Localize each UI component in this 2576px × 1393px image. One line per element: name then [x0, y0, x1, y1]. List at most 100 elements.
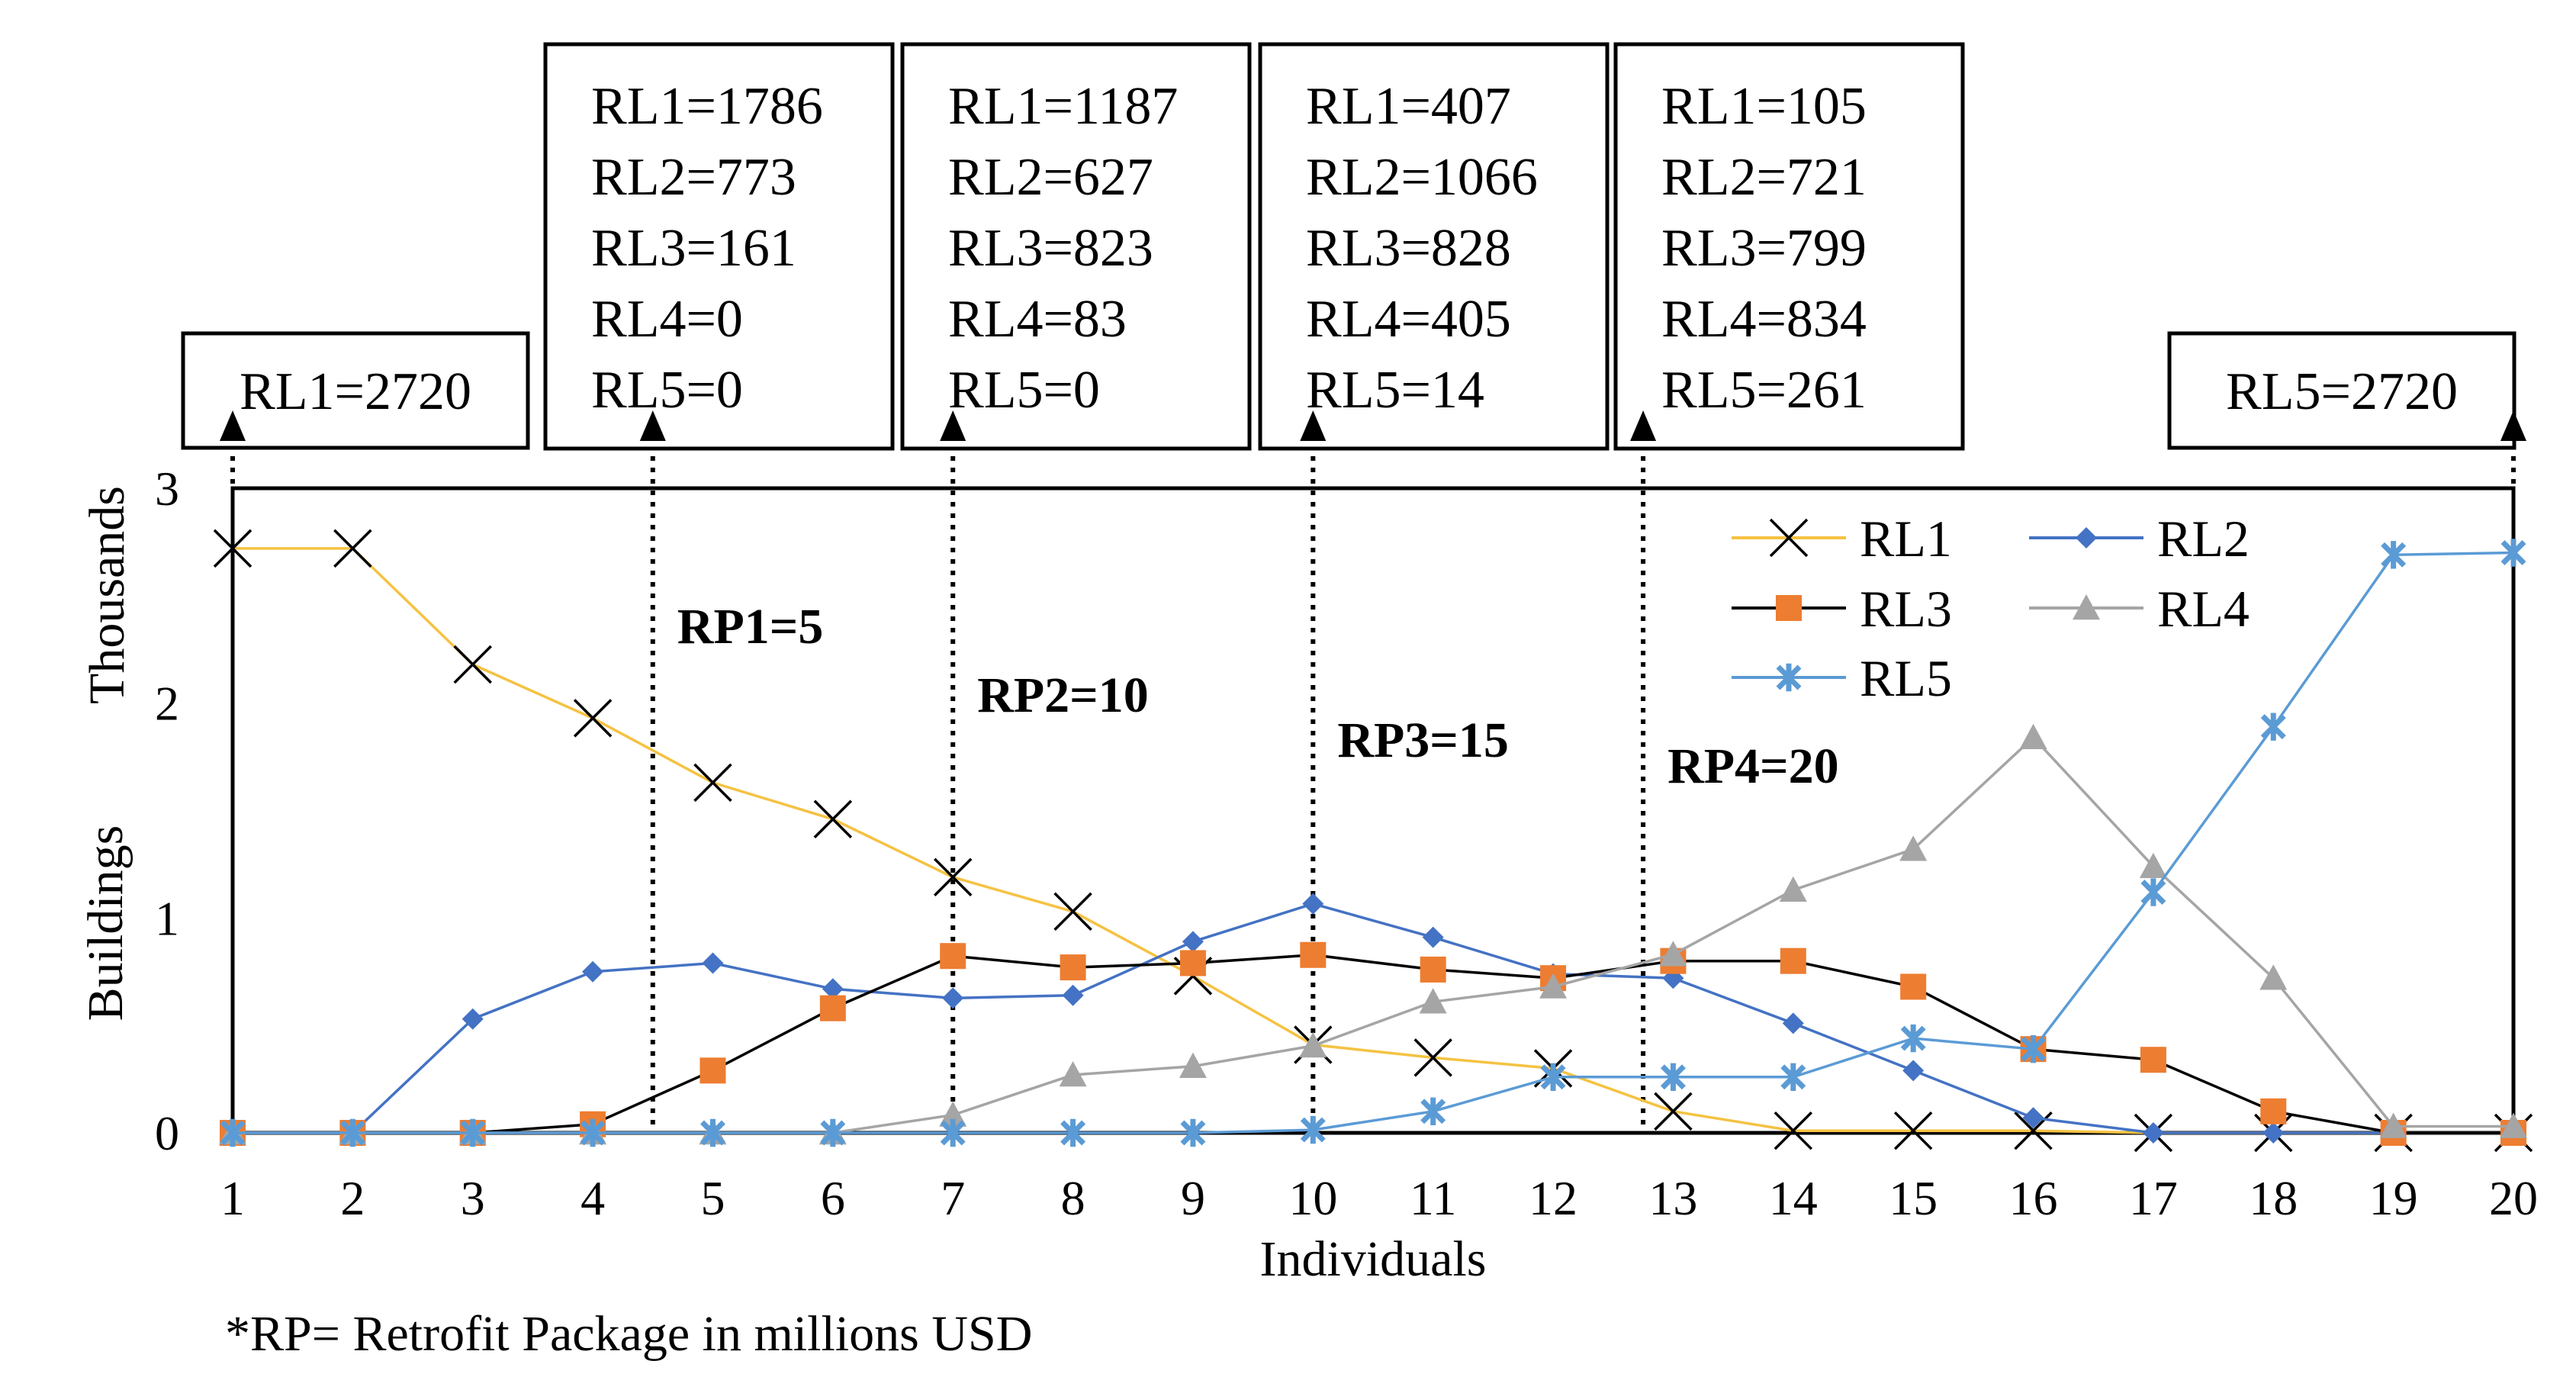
annotation-text: RL3=161	[591, 219, 796, 278]
x-tick-label: 5	[700, 1171, 725, 1225]
footnote: *RP= Retrofit Package in millions USD	[225, 1306, 1032, 1362]
data-point-rl4	[1539, 973, 1568, 999]
annotation-text: RL5=0	[591, 361, 743, 420]
data-point-rl2	[1782, 1012, 1804, 1034]
data-point-rl3	[2140, 1047, 2166, 1073]
data-point-rl3	[1900, 973, 1927, 1000]
data-point-rl5	[580, 1118, 606, 1147]
data-point-rl2	[1422, 926, 1444, 948]
data-point-rl5	[1660, 1063, 1686, 1091]
y-axis-unit: Thousands	[79, 486, 135, 704]
data-point-rl2	[1062, 984, 1084, 1006]
annotation-box: RL5=2720	[2167, 331, 2517, 450]
annotation-box-frame	[1258, 42, 1610, 451]
annotation-text: RL4=834	[1661, 290, 1867, 349]
y-tick-label: 3	[155, 462, 179, 516]
legend-item-rl3: RL3	[1732, 580, 1952, 638]
data-point-rl2	[822, 978, 844, 1000]
data-point-rl5	[1780, 1063, 1806, 1091]
data-point-rl5	[2021, 1034, 2047, 1063]
plot-frame	[230, 486, 2516, 1135]
data-point-rl5	[940, 1118, 966, 1147]
legend-marker	[2076, 527, 2097, 549]
series-line-rl1	[233, 547, 2513, 1134]
data-point-rl2	[2022, 1107, 2044, 1129]
y-tick-label: 2	[155, 677, 179, 731]
x-tick-label: 3	[461, 1171, 485, 1225]
annotation-box-frame	[900, 42, 1252, 451]
legend-item-rl2: RL2	[2029, 510, 2250, 568]
x-tick-label: 12	[1529, 1171, 1577, 1225]
data-point-rl2	[2262, 1122, 2285, 1144]
x-tick-label: 20	[2489, 1171, 2538, 1225]
annotation-text: RL3=799	[1661, 219, 1867, 278]
data-point-rl1	[1413, 1038, 1452, 1077]
legend-marker	[1776, 663, 1802, 692]
x-tick-label: 16	[2009, 1171, 2058, 1225]
data-point-rl3	[1060, 954, 1086, 981]
data-point-rl5	[2500, 539, 2526, 567]
annotation-text: RL5=261	[1661, 361, 1867, 420]
data-point-rl1	[1654, 1092, 1693, 1131]
arrow-head	[639, 410, 666, 441]
annotation-text: RL1=407	[1306, 77, 1511, 136]
data-point-rl1	[573, 699, 613, 738]
data-point-rl4	[1779, 876, 1807, 902]
series-rl3	[220, 941, 2526, 1146]
x-tick-label: 4	[580, 1171, 605, 1225]
annotation-text: RL5=2720	[2226, 362, 2458, 421]
data-point-rl5	[1900, 1024, 1926, 1053]
data-point-rl4	[1899, 835, 1928, 861]
data-point-rl1	[933, 857, 973, 897]
data-point-rl2	[942, 987, 964, 1009]
data-point-rl2	[582, 960, 604, 983]
data-point-rl5	[2260, 713, 2286, 741]
x-tick-label: 8	[1061, 1171, 1085, 1225]
data-point-rl4	[2379, 1112, 2407, 1138]
legend-item-rl4: RL4	[2029, 580, 2250, 638]
legend-marker	[1769, 518, 1809, 558]
data-point-rl3	[1179, 950, 1206, 976]
x-tick-label: 13	[1648, 1171, 1697, 1225]
series-rl2	[222, 893, 2524, 1144]
annotation-text: RL1=1786	[591, 77, 823, 136]
data-point-rl4	[1179, 1052, 1207, 1078]
x-tick-label: 1	[220, 1171, 245, 1225]
series-line-rl5	[233, 551, 2514, 1134]
data-point-rl3	[699, 1057, 726, 1084]
annotation-box: RL1=407 RL2=1066 RL3=828 RL4=405 RL5=14	[1258, 42, 1610, 451]
annotation-text: RL1=2720	[240, 362, 471, 421]
annotation-box-frame	[181, 331, 530, 450]
x-tick-label: 14	[1769, 1171, 1818, 1225]
data-point-rl1	[1053, 892, 1092, 931]
legend-label: RL2	[2157, 510, 2250, 568]
annotation-text: RL1=1187	[948, 77, 1178, 136]
data-point-rl2	[1182, 931, 1204, 953]
legend-label: RL4	[2157, 580, 2250, 638]
x-tick-label: 7	[941, 1171, 965, 1225]
data-point-rl3	[1420, 956, 1446, 983]
data-point-rl4	[1299, 1031, 1327, 1058]
data-point-rl1	[453, 645, 492, 684]
data-point-rl3	[2260, 1098, 2287, 1124]
data-point-rl3	[940, 943, 966, 970]
annotation-box: RL1=105 RL2=721 RL3=799 RL4=834 RL5=261	[1613, 42, 1965, 451]
series-line-rl2	[233, 902, 2513, 1134]
retrofit-package-label: RP4=20	[1667, 738, 1839, 794]
annotation-text: RL4=83	[948, 290, 1127, 349]
x-tick-label: 15	[1889, 1171, 1938, 1225]
data-point-rl5	[1300, 1115, 1326, 1144]
series-rl4	[219, 723, 2527, 1145]
data-point-rl2	[1902, 1060, 1925, 1082]
annotation-text: RL4=0	[591, 290, 743, 349]
series-line-rl4	[233, 735, 2513, 1134]
annotation-text: RL2=627	[948, 148, 1153, 207]
annotation-text: RL2=773	[591, 148, 796, 207]
data-point-rl5	[1180, 1118, 1206, 1147]
x-tick-label: 11	[1410, 1171, 1457, 1225]
data-point-rl2	[702, 952, 724, 974]
data-point-rl1	[1774, 1111, 1813, 1150]
retrofit-package-label: RP3=15	[1337, 713, 1509, 768]
x-tick-label: 19	[2369, 1171, 2418, 1225]
x-tick-label: 2	[340, 1171, 365, 1225]
